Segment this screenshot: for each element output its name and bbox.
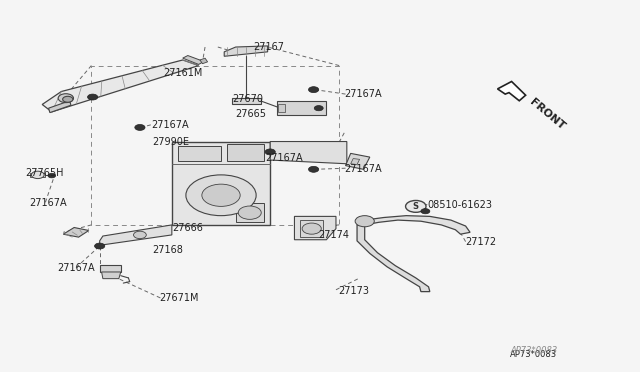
Polygon shape xyxy=(278,104,285,112)
Polygon shape xyxy=(351,158,360,164)
Polygon shape xyxy=(100,225,172,245)
Circle shape xyxy=(355,216,374,227)
Polygon shape xyxy=(30,173,45,177)
Polygon shape xyxy=(178,146,221,161)
Text: 27167A: 27167A xyxy=(344,89,382,99)
Text: 27167A: 27167A xyxy=(151,120,188,130)
Circle shape xyxy=(308,166,319,172)
Text: 27765H: 27765H xyxy=(25,168,63,178)
Circle shape xyxy=(58,94,74,103)
Polygon shape xyxy=(227,144,264,161)
Text: 27666: 27666 xyxy=(172,222,203,232)
Circle shape xyxy=(238,206,261,219)
Text: 27172: 27172 xyxy=(466,237,497,247)
Polygon shape xyxy=(102,272,121,279)
Polygon shape xyxy=(270,141,347,164)
Polygon shape xyxy=(100,264,121,272)
Polygon shape xyxy=(200,58,207,64)
Circle shape xyxy=(48,173,56,178)
Circle shape xyxy=(135,125,145,131)
Circle shape xyxy=(314,106,323,111)
Polygon shape xyxy=(346,153,370,169)
Circle shape xyxy=(265,149,275,155)
Polygon shape xyxy=(224,46,268,56)
Text: 27167A: 27167A xyxy=(29,198,67,208)
Text: 27990E: 27990E xyxy=(153,137,189,147)
Polygon shape xyxy=(294,217,336,240)
Circle shape xyxy=(421,209,430,214)
Circle shape xyxy=(406,201,426,212)
Text: S: S xyxy=(413,202,419,211)
Polygon shape xyxy=(276,101,326,115)
Text: 27168: 27168 xyxy=(153,245,184,255)
Circle shape xyxy=(95,243,105,249)
Polygon shape xyxy=(182,55,204,64)
Text: 27167: 27167 xyxy=(253,42,284,52)
Polygon shape xyxy=(365,216,470,234)
Text: 27174: 27174 xyxy=(319,230,349,240)
Text: 27173: 27173 xyxy=(338,286,369,295)
Polygon shape xyxy=(357,225,430,292)
Polygon shape xyxy=(300,220,323,237)
Circle shape xyxy=(88,94,98,100)
Circle shape xyxy=(308,87,319,93)
Text: AP73*0083: AP73*0083 xyxy=(510,346,557,355)
Text: FRONT: FRONT xyxy=(528,97,567,132)
Polygon shape xyxy=(172,142,270,225)
Circle shape xyxy=(186,175,256,216)
Polygon shape xyxy=(236,203,264,222)
Polygon shape xyxy=(497,81,525,101)
Polygon shape xyxy=(232,98,261,105)
Text: 27167A: 27167A xyxy=(266,153,303,163)
Text: 27167A: 27167A xyxy=(57,263,95,273)
Circle shape xyxy=(134,231,147,238)
Polygon shape xyxy=(42,60,198,112)
Polygon shape xyxy=(49,101,71,113)
Circle shape xyxy=(202,184,240,206)
Circle shape xyxy=(63,96,73,102)
Circle shape xyxy=(302,223,321,234)
Text: 27167A: 27167A xyxy=(344,164,382,174)
Text: 27671M: 27671M xyxy=(159,293,198,303)
Text: AP73*0083: AP73*0083 xyxy=(510,350,557,359)
Text: 27670: 27670 xyxy=(232,94,263,104)
Circle shape xyxy=(31,171,44,179)
Text: 08510-61623: 08510-61623 xyxy=(428,200,492,210)
Text: 27161M: 27161M xyxy=(164,68,203,78)
Polygon shape xyxy=(63,228,89,237)
Text: 27665: 27665 xyxy=(236,109,267,119)
